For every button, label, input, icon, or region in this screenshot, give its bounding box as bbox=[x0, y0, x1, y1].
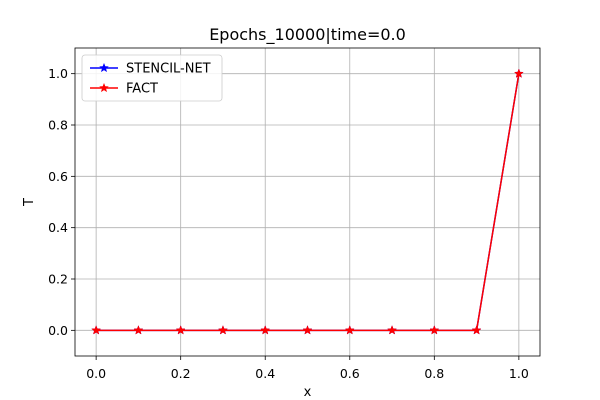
y-axis-label: T bbox=[22, 198, 37, 207]
legend-label: FACT bbox=[126, 82, 158, 97]
x-tick-label: 0.2 bbox=[171, 366, 191, 381]
data-point bbox=[471, 325, 482, 335]
data-point bbox=[429, 325, 440, 335]
data-point bbox=[175, 325, 186, 335]
data-point bbox=[344, 325, 355, 335]
legend-marker bbox=[99, 62, 109, 73]
data-point bbox=[133, 325, 144, 335]
legend-label: STENCIL-NET bbox=[126, 62, 211, 77]
legend-box bbox=[81, 54, 223, 102]
x-tick-label: 0.4 bbox=[255, 366, 275, 381]
series-line-1 bbox=[96, 73, 520, 332]
axes: 0.0 0.2 0.4 0.6 0.8 1.0 0.0 0.2 0.4 0.6 0.8 1.0 bbox=[48, 47, 541, 381]
chart-title: Epochs_10000|time=0.0 bbox=[209, 25, 406, 45]
x-tick-label: 0.0 bbox=[86, 366, 106, 381]
y-tick-label: 1.0 bbox=[48, 66, 68, 81]
y-tick-label: 0.8 bbox=[48, 118, 68, 133]
y-tick-label: 0.4 bbox=[48, 220, 68, 235]
data-point bbox=[387, 325, 398, 335]
data-point bbox=[302, 325, 313, 335]
x-tick-label: 0.8 bbox=[424, 366, 444, 381]
data-point bbox=[217, 325, 228, 335]
data-point bbox=[513, 68, 524, 78]
x-tick-label: 0.6 bbox=[340, 366, 360, 381]
x-axis-label: x bbox=[304, 385, 312, 400]
data-point bbox=[91, 325, 102, 335]
legend: STENCIL-NET FACT bbox=[81, 54, 223, 102]
series bbox=[91, 68, 524, 335]
legend-marker bbox=[99, 82, 109, 93]
y-tick-label: 0.6 bbox=[48, 169, 68, 184]
y-tick-label: 0.2 bbox=[48, 272, 68, 287]
plot-frame bbox=[74, 47, 541, 357]
data-point bbox=[260, 325, 271, 335]
x-tick-label: 1.0 bbox=[509, 366, 529, 381]
series-line-0 bbox=[96, 73, 520, 332]
y-tick-label: 0.0 bbox=[48, 323, 68, 338]
